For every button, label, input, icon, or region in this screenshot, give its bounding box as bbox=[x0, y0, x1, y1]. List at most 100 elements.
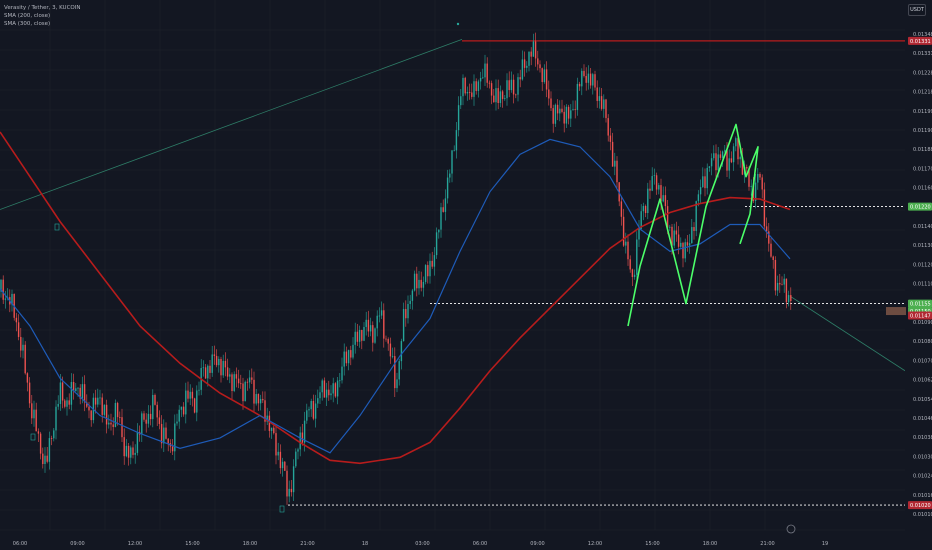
price-label-mid-bg bbox=[908, 299, 932, 308]
last-price-chip bbox=[886, 307, 906, 316]
candle-body bbox=[444, 198, 447, 212]
candle-body bbox=[556, 104, 559, 114]
candle-body bbox=[598, 96, 601, 101]
candle-body bbox=[141, 413, 143, 435]
candle-body bbox=[55, 406, 57, 431]
candle-body bbox=[207, 365, 209, 379]
candle-body bbox=[114, 402, 117, 427]
currency-badge[interactable]: USDT bbox=[908, 4, 926, 16]
time-axis[interactable]: 06:00 09:00 12:00 15:00 18:00 21:00 18 03:00 06:… bbox=[13, 541, 828, 547]
sma-300-line bbox=[0, 138, 791, 454]
candle-body bbox=[732, 146, 735, 163]
candle-body bbox=[473, 81, 475, 97]
candle-body bbox=[688, 243, 691, 246]
candle-body bbox=[457, 105, 460, 131]
candle-body bbox=[394, 356, 396, 389]
candle-body bbox=[339, 380, 341, 382]
legend-sma200[interactable]: SMA (200, close) bbox=[4, 13, 51, 19]
candle-body bbox=[380, 310, 383, 316]
candle-body bbox=[691, 227, 693, 244]
candle-body bbox=[319, 392, 321, 399]
candle-body bbox=[752, 185, 755, 201]
price-label-high: 0.01331 bbox=[910, 39, 931, 45]
candle-body bbox=[180, 406, 183, 410]
candle-body bbox=[46, 455, 48, 462]
price-axis[interactable]: 0.013480.013310.012280.012180.011990.011… bbox=[886, 0, 932, 550]
candle-body bbox=[145, 419, 147, 424]
price-label-mid: 0.01155 bbox=[910, 302, 931, 308]
candle-body bbox=[548, 89, 550, 99]
candle-body bbox=[488, 82, 491, 84]
candle-body bbox=[178, 409, 180, 422]
candle-body bbox=[202, 367, 205, 369]
candle-body bbox=[262, 398, 264, 401]
candle-body bbox=[110, 422, 112, 425]
candle-body bbox=[651, 176, 653, 191]
candle-body bbox=[717, 154, 719, 171]
candle-body bbox=[506, 80, 508, 99]
candle-body bbox=[658, 185, 660, 190]
candle-body bbox=[33, 409, 35, 419]
candle-body bbox=[372, 325, 374, 343]
candle-body bbox=[614, 160, 616, 167]
candle-body bbox=[264, 400, 266, 422]
time-tick-label: 12:00 bbox=[128, 541, 142, 547]
candle-body bbox=[336, 380, 339, 397]
candle-body bbox=[185, 390, 187, 415]
candle-body bbox=[130, 447, 132, 458]
candle-body bbox=[125, 445, 128, 457]
candle-body bbox=[655, 175, 658, 190]
candle-body bbox=[176, 421, 178, 424]
candle-body bbox=[735, 138, 737, 147]
candle-body bbox=[343, 351, 345, 367]
candle-body bbox=[673, 230, 675, 246]
candle-body bbox=[218, 358, 220, 366]
candle-body bbox=[559, 108, 561, 114]
candle-body bbox=[48, 438, 51, 462]
price-tick-label: 0.01190 bbox=[913, 128, 932, 134]
candle-body bbox=[429, 260, 431, 277]
candle-body bbox=[400, 341, 403, 362]
candle-body bbox=[306, 410, 308, 421]
price-tick-label: 0.01054 bbox=[913, 397, 932, 403]
candle-body bbox=[497, 88, 499, 103]
candle-body bbox=[290, 488, 293, 493]
candle-body bbox=[273, 427, 275, 434]
price-tick-label: 0.01046 bbox=[913, 416, 932, 422]
candle-body bbox=[526, 65, 528, 68]
candle-body bbox=[361, 329, 363, 341]
candle-body bbox=[695, 201, 697, 231]
candle-body bbox=[420, 279, 422, 288]
candle-body bbox=[440, 207, 442, 230]
candle-body bbox=[328, 389, 330, 396]
legend-sma300[interactable]: SMA (300, close) bbox=[4, 21, 51, 27]
candle-body bbox=[479, 77, 482, 82]
candle-body bbox=[438, 229, 440, 233]
candle-body bbox=[295, 451, 297, 467]
candle-body bbox=[257, 394, 260, 404]
candle-body bbox=[508, 80, 510, 91]
candle-body bbox=[675, 230, 678, 235]
candle-body bbox=[167, 438, 169, 444]
candle-body bbox=[638, 228, 640, 240]
legend-symbol[interactable]: Verasity / Tether, 3, KUCOIN bbox=[4, 5, 81, 11]
candle-body bbox=[653, 175, 656, 177]
sma-200-line bbox=[0, 131, 791, 465]
candle-body bbox=[783, 278, 785, 285]
price-tick-label: 0.01010 bbox=[913, 512, 932, 518]
price-label-upper: 0.01220 bbox=[910, 205, 931, 211]
candle-body bbox=[17, 322, 20, 337]
candle-body bbox=[625, 241, 627, 246]
candle-body bbox=[101, 397, 103, 415]
candle-body bbox=[240, 383, 242, 385]
candle-body bbox=[222, 360, 224, 376]
candle-body bbox=[244, 381, 246, 402]
candle-body bbox=[75, 388, 77, 392]
candle-body bbox=[462, 77, 464, 97]
candle-body bbox=[156, 404, 158, 418]
candle-body bbox=[28, 382, 31, 404]
candle-body bbox=[409, 300, 411, 304]
price-label-upper-bg bbox=[908, 202, 932, 211]
candle-body bbox=[565, 106, 568, 124]
